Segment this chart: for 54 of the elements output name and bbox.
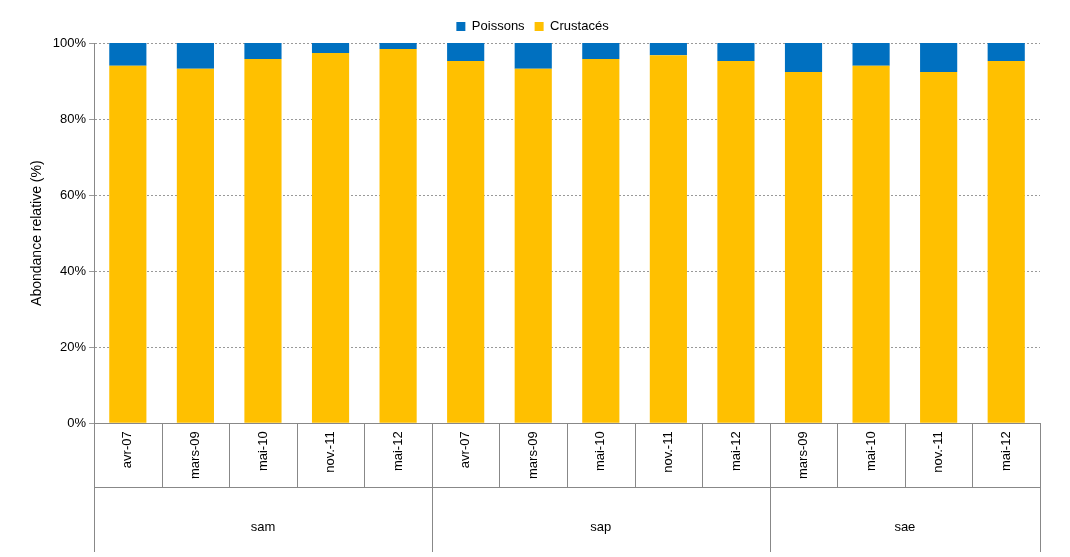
x-tick-label: mars-09	[186, 431, 202, 480]
bar	[784, 71, 823, 423]
y-tick-label: 80%	[60, 110, 87, 126]
bar	[176, 68, 214, 423]
x-tick-label: avr-07	[457, 431, 473, 469]
y-tick-label: 40%	[60, 262, 87, 278]
bar	[109, 43, 147, 66]
bar	[717, 60, 755, 423]
bar	[852, 65, 890, 423]
y-tick-label: 100%	[52, 34, 87, 50]
bar	[109, 65, 147, 423]
y-axis-title: Abondance relative (%)	[28, 160, 45, 306]
bar	[920, 43, 958, 72]
bar	[176, 43, 214, 69]
bar	[649, 43, 687, 56]
bar	[920, 71, 958, 423]
y-tick-label: 60%	[60, 186, 87, 202]
bar	[784, 43, 823, 72]
bar	[311, 43, 350, 53]
x-tick-label: nov.-11	[322, 431, 338, 473]
legend-label: Poissons	[471, 18, 526, 34]
bar	[379, 49, 417, 423]
x-tick-label: mai-12	[727, 431, 743, 472]
legend-label: Crustacés	[550, 18, 610, 34]
bar	[514, 43, 552, 69]
x-tick-label: nov.-11	[930, 431, 946, 473]
y-tick-label: 20%	[60, 338, 87, 354]
y-tick-label: 0%	[67, 414, 87, 430]
bar	[244, 43, 282, 59]
bar	[852, 43, 890, 66]
x-tick-label: mars-09	[795, 431, 811, 480]
x-tick-label: nov.-11	[659, 431, 675, 473]
bar	[649, 55, 687, 423]
text: sam	[250, 519, 276, 535]
x-tick-label: mai-10	[592, 431, 608, 472]
bar	[447, 60, 485, 423]
bar	[311, 52, 350, 423]
bar	[582, 43, 620, 59]
bar	[447, 43, 485, 61]
bar	[582, 58, 620, 423]
bar	[379, 43, 417, 50]
bar	[244, 58, 282, 423]
text: sap	[590, 519, 612, 535]
x-tick-label: mai-10	[862, 431, 878, 472]
bar	[717, 43, 755, 61]
x-tick-label: mai-12	[997, 431, 1013, 472]
bar	[514, 68, 552, 423]
x-tick-label: avr-07	[119, 431, 135, 469]
x-tick-label: mai-12	[389, 431, 405, 472]
bar	[987, 60, 1025, 423]
bar	[987, 43, 1025, 61]
text: sae	[894, 519, 916, 535]
x-tick-label: mai-10	[254, 431, 270, 472]
x-tick-label: mars-09	[524, 431, 540, 480]
